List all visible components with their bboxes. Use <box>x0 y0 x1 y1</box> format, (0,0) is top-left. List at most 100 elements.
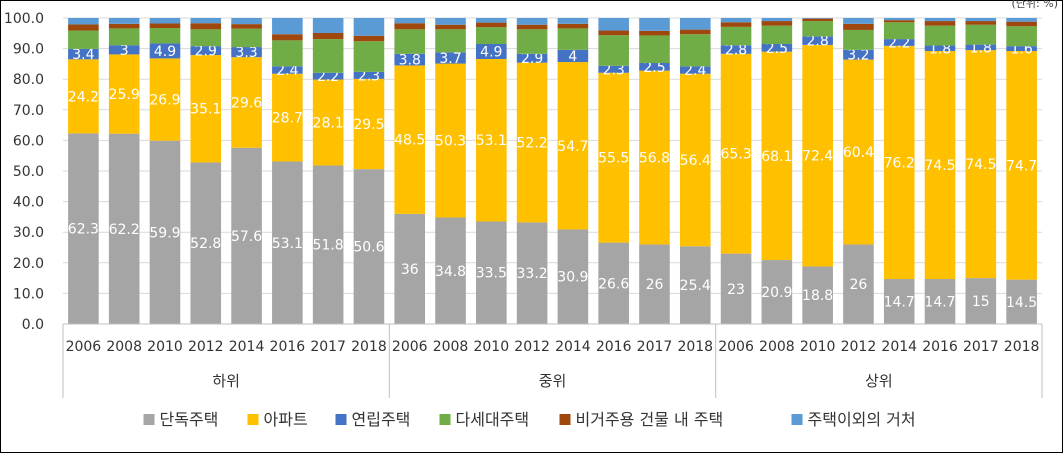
bar-segment <box>516 53 548 63</box>
bar-segment <box>761 25 793 45</box>
data-label: 14.7 <box>884 295 915 311</box>
bar-segment <box>312 165 344 324</box>
x-tick-label: 2006 <box>66 339 102 355</box>
bar-segment <box>761 18 793 22</box>
bar-segment <box>149 58 181 141</box>
y-tick-label: 20.0 <box>13 256 44 272</box>
data-label: 33.5 <box>476 266 507 282</box>
data-label: 56.8 <box>639 151 670 167</box>
data-label: 2.2 <box>888 35 910 51</box>
data-label: 74.5 <box>924 158 955 174</box>
bar-segment <box>598 30 629 36</box>
bar-segment <box>598 35 629 66</box>
bar-segment <box>924 51 956 280</box>
bar-segment <box>557 62 589 230</box>
bar-segment <box>883 45 915 280</box>
data-label: 2.4 <box>276 63 298 79</box>
bar-segment <box>965 50 997 279</box>
data-label: 65.3 <box>720 147 751 163</box>
x-tick-label: 2018 <box>351 339 387 355</box>
bar-segment <box>272 34 303 41</box>
x-tick-label: 2008 <box>106 339 142 355</box>
legend-label: 다세대주택 <box>456 410 530 429</box>
data-label: 3 <box>120 43 129 59</box>
data-label: 3.4 <box>72 47 94 63</box>
data-label: 72.4 <box>802 149 833 165</box>
x-tick-label: 2017 <box>963 339 999 355</box>
bar-segment <box>108 23 140 29</box>
data-label: 4.9 <box>154 44 176 60</box>
x-tick-label: 2006 <box>392 339 428 355</box>
bar-segment <box>476 59 507 222</box>
bar-segment <box>598 242 629 324</box>
bar-segment <box>557 49 589 63</box>
bar-segment <box>68 59 99 134</box>
data-label: 3.2 <box>847 48 869 64</box>
data-label: 74.7 <box>1006 158 1037 174</box>
bar-segment <box>843 49 874 60</box>
data-label: 74.5 <box>965 157 996 173</box>
group-label: 하위 <box>212 372 240 390</box>
y-tick-label: 60.0 <box>13 133 44 149</box>
bar-segment <box>190 18 222 24</box>
x-tick-label: 2014 <box>229 339 265 355</box>
bar-segment <box>924 18 956 22</box>
data-label: 50.6 <box>353 240 384 256</box>
data-label: 2.3 <box>358 68 380 84</box>
data-label: 26 <box>646 277 664 293</box>
bar-segment <box>231 28 262 48</box>
bar-segment <box>353 41 385 72</box>
gridlines <box>63 17 1042 325</box>
bar-segment <box>231 18 262 25</box>
bar-segment <box>394 213 426 324</box>
x-tick-label: 2014 <box>881 339 917 355</box>
data-label: 51.8 <box>313 238 344 254</box>
bar-segment <box>476 27 507 45</box>
bar-segment <box>516 62 548 223</box>
x-tick-label: 2018 <box>677 339 713 355</box>
bar-segment <box>394 23 426 30</box>
bar-segment <box>312 79 344 166</box>
data-label: 60.4 <box>843 145 874 161</box>
bar-segment <box>843 18 874 24</box>
bar-segment <box>435 52 466 64</box>
bar-segment <box>435 24 466 30</box>
data-label: 36 <box>401 262 419 278</box>
data-label: 2.2 <box>317 69 339 85</box>
data-label: 18.8 <box>802 288 833 304</box>
data-label: 2.9 <box>521 51 543 67</box>
bar-segment <box>476 44 507 60</box>
legend-label: 주택이외의 거처 <box>808 410 916 429</box>
y-tick-label: 80.0 <box>13 72 44 88</box>
data-label: 25.9 <box>109 87 140 103</box>
data-label: 26.9 <box>149 93 180 109</box>
y-tick-label: 90.0 <box>13 42 44 58</box>
data-label: 57.6 <box>231 229 262 245</box>
legend-swatch <box>247 414 259 425</box>
bar-segment <box>353 18 385 36</box>
bar-segment <box>1006 279 1037 324</box>
x-tick-label: 2017 <box>310 339 346 355</box>
bar-segment <box>557 18 589 24</box>
bar-segment <box>598 18 629 31</box>
bar-segment <box>843 244 874 324</box>
bar-segment <box>639 30 670 36</box>
x-tick-label: 2012 <box>514 339 550 355</box>
x-tick-label: 2016 <box>596 339 632 355</box>
bar-segment <box>802 18 833 22</box>
bar-segment <box>312 72 344 80</box>
bars: 62.3 24.2 3.4 62.2 25.9 3 59.9 26.9 4.9 52.8 35.1 2… <box>68 18 1037 324</box>
bar-segment <box>435 217 466 324</box>
y-tick-label: 40.0 <box>13 195 44 211</box>
bar-segment <box>802 44 833 267</box>
bar-segment <box>190 55 222 163</box>
bar-segment <box>720 53 752 254</box>
bar-segment <box>679 18 711 30</box>
data-label: 33.2 <box>517 266 548 282</box>
legend-swatch <box>791 414 803 425</box>
bar-segment <box>108 18 140 24</box>
bar-segment <box>68 30 99 49</box>
x-tick-label: 2018 <box>1004 339 1040 355</box>
